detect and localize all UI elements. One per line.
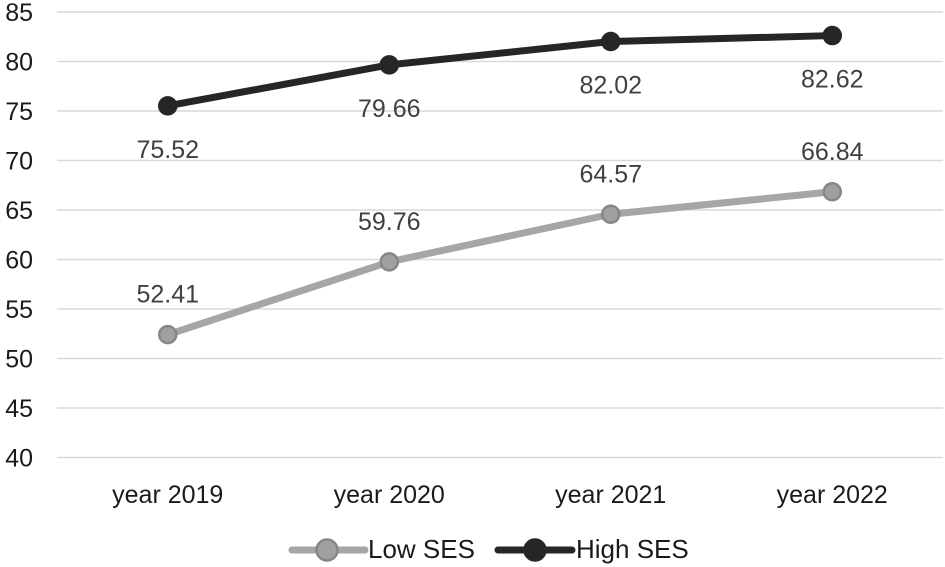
legend-label-low-ses: Low SES xyxy=(368,534,475,564)
data-point-marker-low-ses xyxy=(601,204,621,225)
legend-item-low-ses: Low SES xyxy=(288,534,475,564)
data-point-marker-high-ses xyxy=(158,96,178,116)
data-point-marker-low-ses xyxy=(158,324,178,345)
data-point-label-high-ses: 82.02 xyxy=(579,72,642,100)
legend-marker-icon-low-ses xyxy=(315,538,339,562)
y-axis-tick-label: 80 xyxy=(5,49,33,77)
data-point-label-low-ses: 52.41 xyxy=(136,281,199,309)
y-axis-tick-label: 55 xyxy=(5,296,33,324)
x-axis-category-label: year 2020 xyxy=(334,481,445,509)
y-axis-tick-label: 85 xyxy=(5,0,33,27)
y-axis-tick-label: 45 xyxy=(5,395,33,423)
x-axis-category-label: year 2021 xyxy=(555,481,666,509)
legend-marker-icon-high-ses xyxy=(523,538,547,562)
data-point-label-low-ses: 66.84 xyxy=(801,138,864,166)
y-axis-tick-label: 60 xyxy=(5,247,33,275)
data-point-marker-high-ses xyxy=(822,25,842,46)
y-axis-tick-label: 40 xyxy=(5,445,33,473)
data-point-label-low-ses: 59.76 xyxy=(358,208,421,236)
data-point-label-high-ses: 79.66 xyxy=(358,95,421,123)
legend-item-high-ses: High SES xyxy=(494,534,689,564)
data-point-marker-high-ses xyxy=(601,31,621,52)
data-point-marker-high-ses xyxy=(379,55,399,75)
y-axis-tick-label: 50 xyxy=(5,346,33,374)
y-axis-tick-label: 75 xyxy=(5,98,33,126)
data-point-marker-low-ses xyxy=(379,252,399,272)
data-point-label-high-ses: 82.62 xyxy=(801,66,864,94)
data-point-label-high-ses: 75.52 xyxy=(136,136,199,164)
data-point-marker-low-ses xyxy=(822,182,842,202)
legend: Low SES High SES xyxy=(288,534,689,564)
y-axis-tick-label: 70 xyxy=(5,148,33,176)
x-axis-category-label: year 2022 xyxy=(777,481,888,509)
series-line-low-ses xyxy=(164,188,836,339)
x-axis-category-label: year 2019 xyxy=(112,481,223,509)
data-point-label-low-ses: 64.57 xyxy=(579,160,642,188)
y-axis-tick-label: 65 xyxy=(5,197,33,225)
legend-label-high-ses: High SES xyxy=(576,534,689,564)
series-line-high-ses xyxy=(164,32,836,110)
